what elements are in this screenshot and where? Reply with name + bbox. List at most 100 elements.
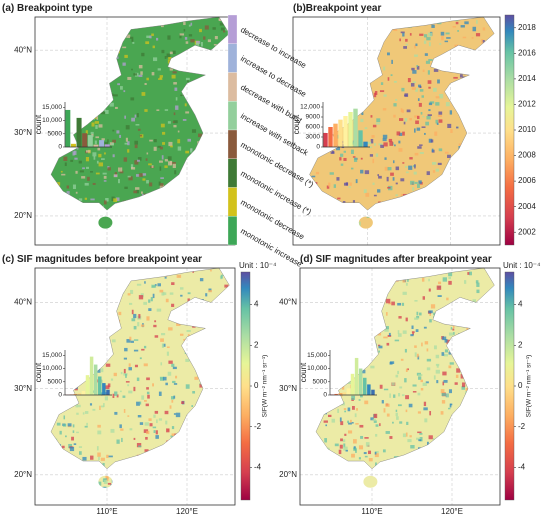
- map-pixel: [443, 353, 448, 357]
- map-pixel: [54, 338, 59, 341]
- map-outline: [315, 267, 495, 470]
- map-pixel: [417, 212, 422, 216]
- map-pixel: [339, 316, 342, 319]
- map-pixel: [489, 468, 493, 473]
- map-pixel: [138, 173, 143, 177]
- map-pixel: [100, 457, 105, 461]
- map-pixel: [94, 301, 97, 306]
- map-pixel: [422, 69, 425, 73]
- map-pixel: [355, 448, 357, 453]
- map-pixel: [195, 40, 201, 44]
- map-pixel: [223, 452, 227, 455]
- map-pixel: [487, 216, 491, 222]
- hist-bar: [98, 376, 102, 395]
- map-pixel: [417, 431, 422, 434]
- map-pixel: [65, 21, 69, 25]
- map-pixel: [165, 420, 168, 425]
- map-pixel: [173, 200, 176, 203]
- map-pixel: [461, 366, 465, 371]
- map-pixel: [219, 385, 225, 389]
- map-pixel: [70, 497, 72, 499]
- map-pixel: [146, 377, 150, 381]
- map-pixel: [123, 357, 128, 360]
- map-pixel: [343, 52, 348, 56]
- map-pixel: [76, 363, 79, 367]
- map-pixel: [340, 71, 344, 76]
- map-pixel: [412, 208, 415, 212]
- map-pixel: [133, 190, 138, 194]
- map-pixel: [212, 130, 217, 133]
- map-pixel: [107, 311, 112, 315]
- map-pixel: [491, 378, 495, 382]
- map-pixel: [340, 153, 344, 157]
- map-pixel: [335, 331, 340, 335]
- map-pixel: [455, 374, 459, 378]
- map-pixel: [481, 132, 483, 135]
- map-pixel: [177, 146, 182, 151]
- map-pixel: [319, 487, 325, 488]
- map-pixel: [323, 76, 326, 81]
- map-pixel: [44, 400, 46, 404]
- map-pixel: [475, 208, 478, 212]
- map-pixel: [133, 490, 137, 494]
- map-pixel: [220, 363, 223, 366]
- map-pixel: [118, 311, 122, 316]
- map-pixel: [168, 360, 173, 364]
- map-pixel: [415, 487, 419, 488]
- map-pixel: [398, 148, 403, 152]
- map-pixel: [103, 109, 107, 112]
- map-pixel: [337, 197, 341, 200]
- map-pixel: [485, 169, 490, 175]
- map-pixel: [131, 68, 133, 71]
- map-pixel: [86, 339, 90, 342]
- map-pixel: [344, 487, 348, 488]
- hist-tick-label: 9000: [306, 114, 321, 121]
- map-pixel: [421, 126, 426, 128]
- map-pixel: [496, 328, 500, 330]
- map-pixel: [63, 301, 67, 305]
- map-pixel: [489, 356, 494, 360]
- map-pixel: [476, 289, 480, 294]
- map-pixel: [448, 276, 451, 280]
- map-pixel: [224, 235, 227, 239]
- map-pixel: [154, 284, 157, 286]
- map-pixel: [36, 390, 40, 394]
- map-pixel: [40, 149, 44, 152]
- map-pixel: [143, 268, 146, 271]
- map-pixel: [232, 411, 234, 415]
- map-pixel: [384, 20, 389, 24]
- map-pixel: [359, 424, 364, 428]
- map-pixel: [305, 274, 308, 276]
- map-pixel: [321, 309, 326, 311]
- map-pixel: [153, 202, 156, 205]
- map-pixel: [117, 19, 120, 23]
- map-pixel: [460, 314, 465, 318]
- map-pixel: [149, 182, 153, 187]
- map-pixel: [465, 96, 470, 100]
- map-pixel: [411, 67, 415, 71]
- map-pixel: [405, 368, 408, 372]
- map-pixel: [331, 85, 336, 90]
- map-pixel: [99, 83, 101, 88]
- map-pixel: [196, 158, 198, 162]
- map-pixel: [349, 66, 354, 70]
- map-pixel: [35, 158, 37, 162]
- map-pixel: [113, 94, 118, 97]
- map-pixel: [61, 173, 66, 176]
- map-pixel: [37, 159, 40, 162]
- map-pixel: [196, 224, 199, 227]
- map-pixel: [103, 403, 105, 408]
- hist-bar: [93, 144, 99, 147]
- map-pixel: [200, 229, 202, 233]
- map-pixel: [463, 411, 468, 416]
- map-pixel: [141, 395, 145, 400]
- map-pixel: [118, 179, 120, 184]
- map-pixel: [308, 298, 311, 300]
- map-pixel: [418, 227, 423, 229]
- map-pixel: [205, 464, 210, 467]
- map-pixel: [129, 428, 133, 431]
- map-pixel: [308, 336, 312, 338]
- map-pixel: [42, 169, 44, 172]
- map-pixel: [459, 74, 463, 78]
- map-pixel: [436, 380, 439, 384]
